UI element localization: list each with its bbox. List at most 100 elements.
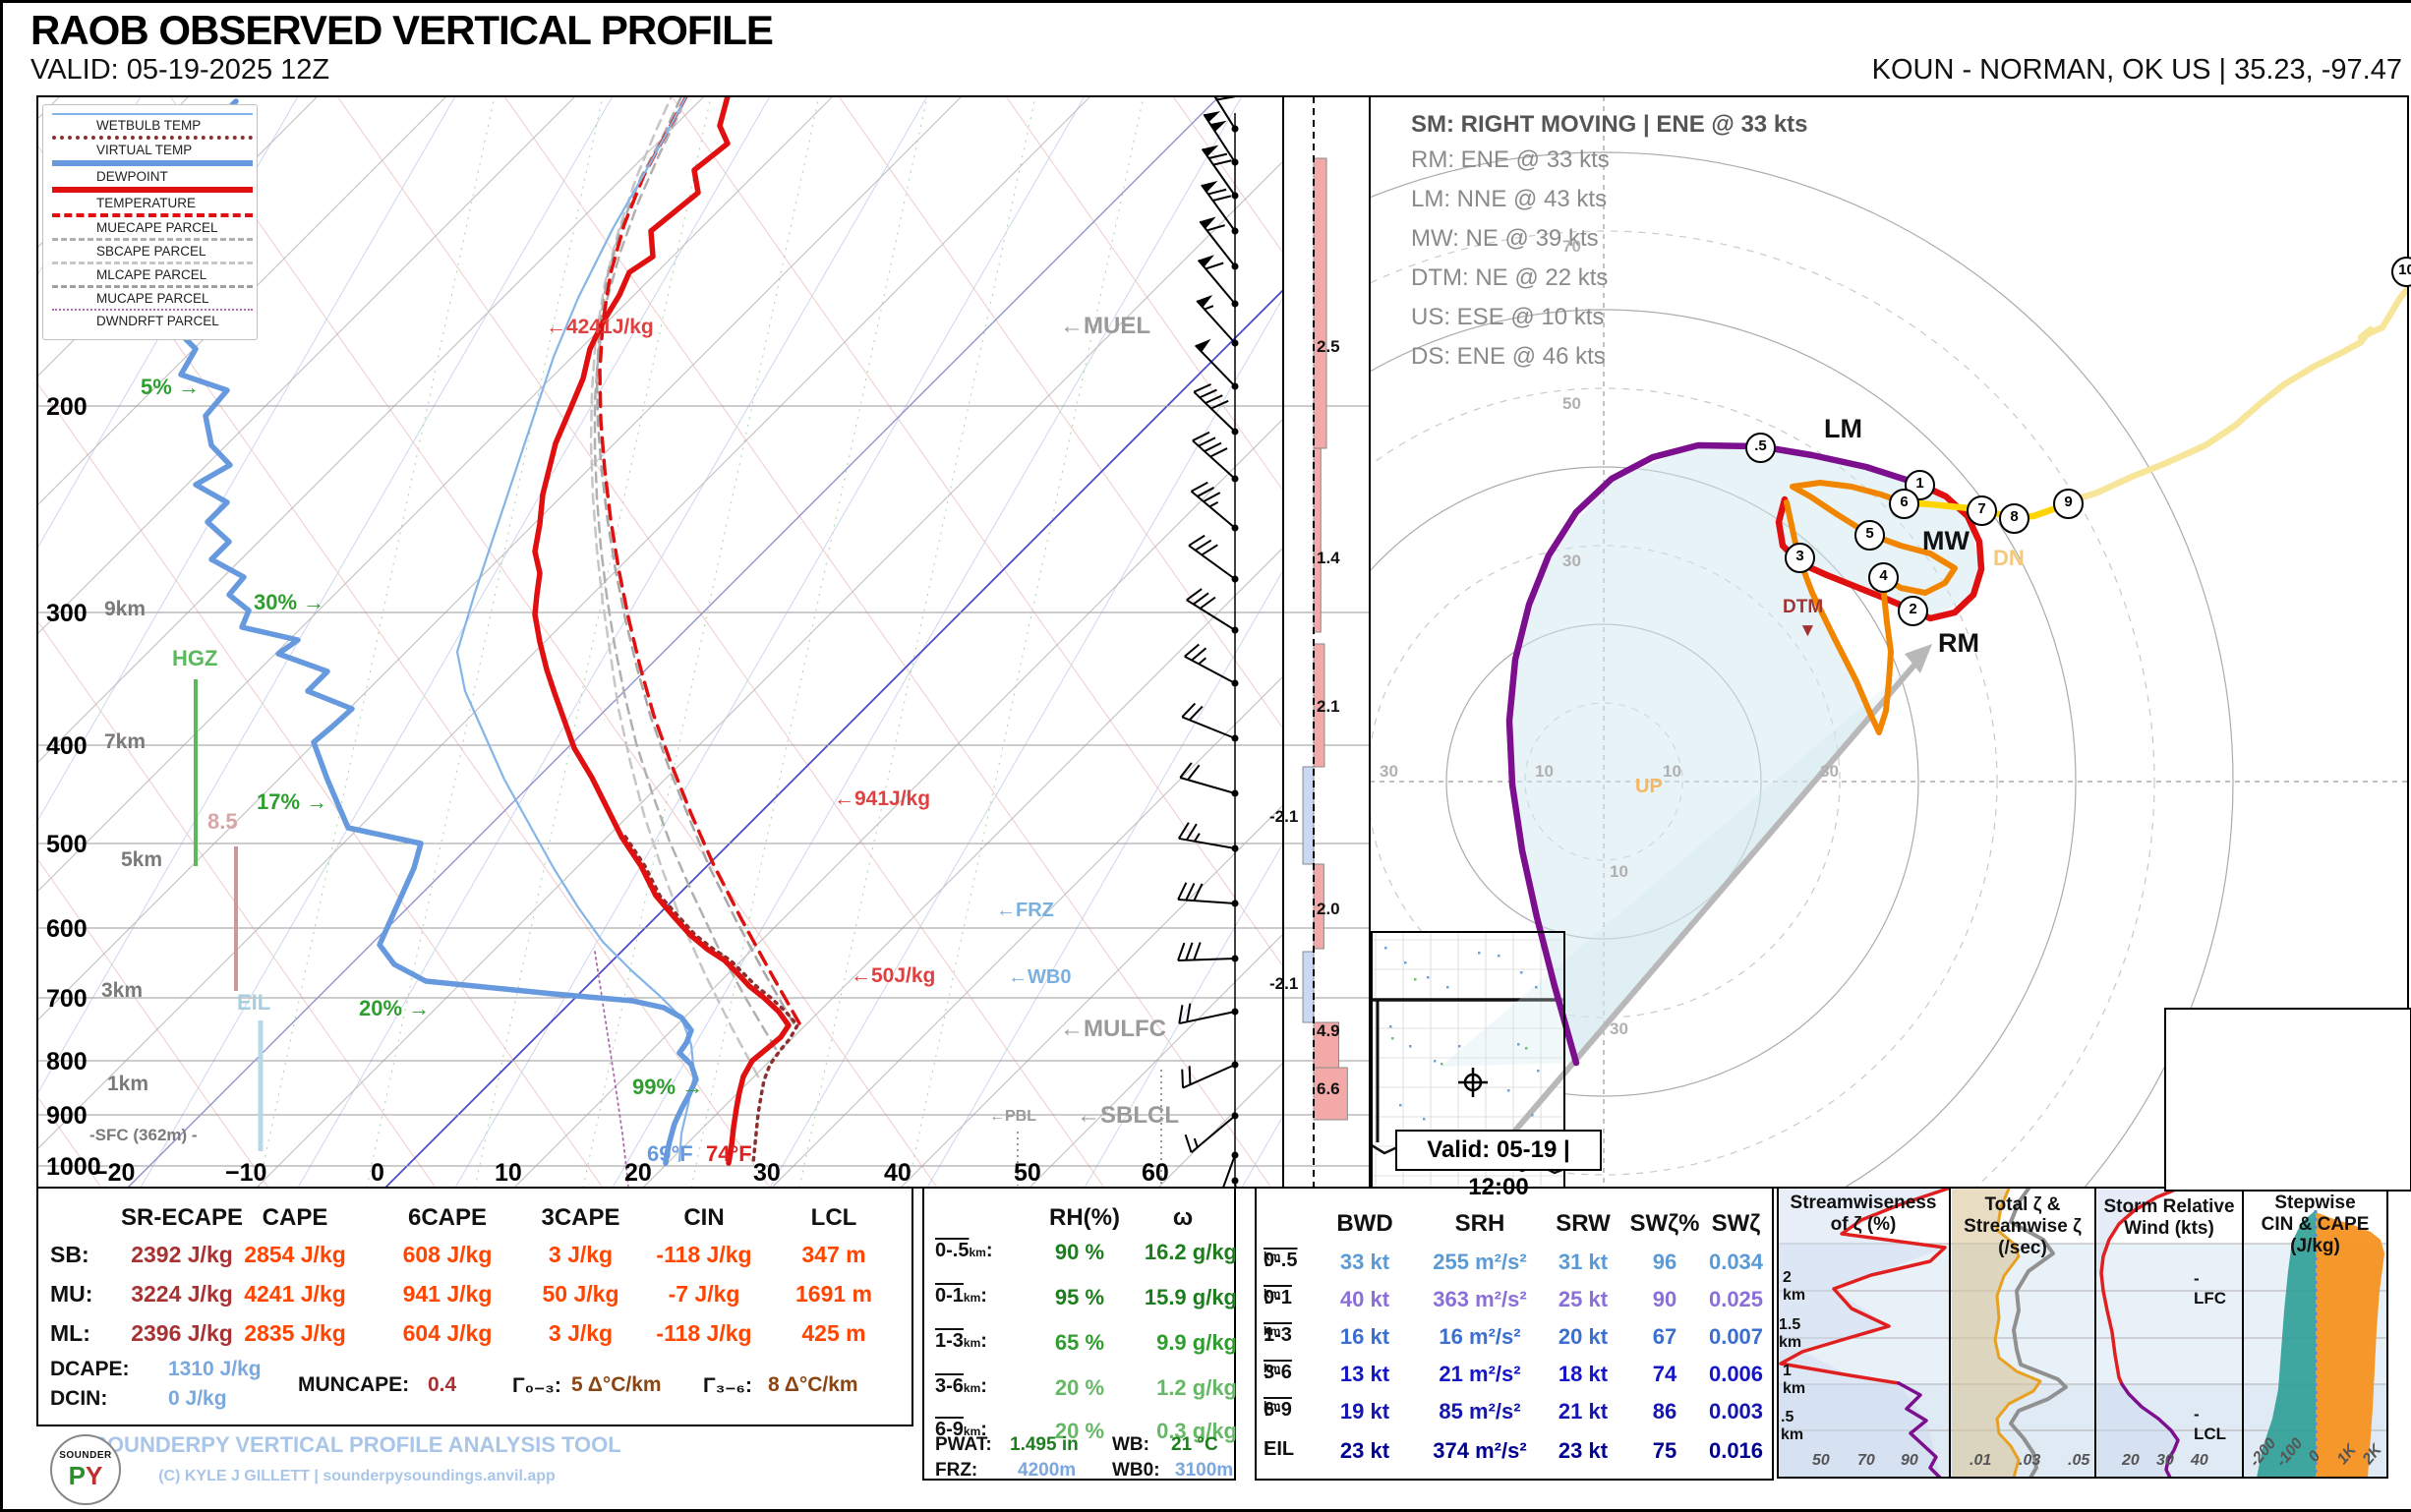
minichart-tick-label: 20 (2122, 1452, 2140, 1469)
storm-motion-line: US: ESE @ 10 kts (1411, 304, 1605, 330)
hodo-height-marker: 8 (1999, 503, 2029, 534)
legend-item-label: DEWPOINT (96, 169, 168, 184)
kinematics-header: SRH (1454, 1210, 1505, 1237)
minichart-title-line: Streamwiseness (1790, 1192, 1937, 1213)
skewt-annotation: 5% → (141, 375, 200, 399)
moisture-row-label: 3-6km: (935, 1375, 987, 1397)
hodo-ring-label: 50 (1562, 394, 1581, 413)
height-label: 7km (104, 730, 147, 753)
legend-item: MUCAPE PARCEL (52, 285, 253, 309)
thermo-header: LCL (810, 1204, 857, 1231)
pressure-label: 1000 (46, 1153, 101, 1181)
thermo-row-label: MU: (50, 1281, 93, 1307)
rh-value: 95 % (1054, 1285, 1105, 1309)
map-valid-box: Valid: 05-19 | 12:00 (1395, 1130, 1602, 1200)
storm-motion-line: SM: RIGHT MOVING | ENE @ 33 kts (1411, 111, 1808, 138)
legend-item-label: MLCAPE PARCEL (96, 267, 207, 282)
minichart-title-line: of ζ (%) (1830, 1214, 1897, 1235)
rh-value: 20 % (1054, 1375, 1105, 1400)
temp-tick-label: 40 (884, 1159, 911, 1187)
thermo-header: CAPE (262, 1204, 328, 1231)
hodo-height-marker: 4 (1868, 562, 1899, 593)
moisture-row-label: 1-3km: (935, 1330, 987, 1352)
hodo-height-marker: .5 (1745, 433, 1776, 463)
omega-bar-label: -2.1 (1269, 974, 1299, 993)
hodo-ring-label: 30 (1380, 762, 1398, 781)
skewt-annotation: 8.5 (207, 809, 238, 834)
minichart-tick-label: 30 (2156, 1452, 2174, 1469)
omega-bar-label: 1.4 (1317, 549, 1340, 567)
pressure-label: 400 (46, 732, 88, 760)
scene-canvas (36, 95, 2409, 1481)
mixing-ratio-value: 15.9 g/kg (1144, 1285, 1237, 1309)
skewt-annotation: ←FRZ (996, 900, 1054, 921)
frz-value: 4200m (1018, 1460, 1077, 1481)
skewt-annotation: ←WB0 (1008, 966, 1072, 988)
skewt-annotation: ←MULFC (1060, 1016, 1166, 1042)
temp-tick-label: 60 (1142, 1159, 1169, 1187)
legend-item: DWNDRFT PARCEL (52, 309, 253, 331)
omega-bar-label: 2.5 (1317, 337, 1340, 356)
thermo-header: 3CAPE (541, 1204, 620, 1231)
minichart-tick-label: .01 (1970, 1452, 1992, 1469)
temp-tick-label: −10 (225, 1159, 267, 1187)
valid-time: VALID: 05-19-2025 12Z (30, 54, 330, 86)
storm-motion-line: LM: NNE @ 43 kts (1411, 186, 1608, 212)
minichart-title-line: Total ζ & (1984, 1194, 2061, 1215)
temp-tick-label: 10 (495, 1159, 522, 1187)
muncape-label: MUNCAPE: (298, 1373, 410, 1396)
hodo-height-marker: 2 (1898, 596, 1928, 626)
minichart-title-line: CIN & CAPE (2261, 1214, 2370, 1235)
hodo-ring-label: 10 (1663, 762, 1681, 781)
legend-item: MUECAPE PARCEL (52, 213, 253, 238)
legend-item-label: MUCAPE PARCEL (96, 291, 209, 306)
thermo-header: SR-ECAPE (120, 1204, 244, 1231)
pressure-label: 200 (46, 393, 88, 421)
lapse-0-3-label: Γ₀₋₃: (512, 1374, 561, 1397)
minichart-tick-label: 90 (1901, 1452, 1918, 1469)
dcape-label: DCAPE: (50, 1358, 130, 1380)
skewt-annotation: 99% → (632, 1075, 704, 1099)
minichart-tick-label: 70 (1857, 1452, 1875, 1469)
rh-value: 90 % (1054, 1240, 1105, 1264)
wb-value: 21 °C (1171, 1434, 1218, 1455)
wb0-label: WB0: (1112, 1460, 1160, 1481)
minichart-level-label: -LFC (2194, 1269, 2227, 1308)
pressure-label: 500 (46, 831, 88, 858)
storm-motion-line: RM: ENE @ 33 kts (1411, 146, 1610, 173)
skewt-annotation: 74°F (706, 1141, 752, 1166)
wb0-value: 3100m (1175, 1460, 1234, 1481)
height-label: 5km (121, 848, 163, 871)
thermo-row-label: ML: (50, 1320, 90, 1346)
legend-item: VIRTUAL TEMP (52, 136, 253, 160)
pressure-label: 600 (46, 915, 88, 943)
pressure-label: 300 (46, 600, 88, 627)
temp-tick-label: 30 (753, 1159, 781, 1187)
minichart-title-line: Storm Relative (2103, 1196, 2235, 1217)
minichart-km-label: .5 km (1781, 1409, 1804, 1443)
srh-scp-box (2164, 1008, 2411, 1192)
omega-bar-label: 6.6 (1317, 1079, 1340, 1098)
lapse-3-6-value: 8 Δ°C/km (768, 1373, 858, 1396)
kinematics-header: BWD (1336, 1210, 1393, 1237)
dcin-value: 0 J/kg (168, 1387, 227, 1410)
minichart-title-line: (J/kg) (2290, 1236, 2340, 1256)
wb-label: WB: (1112, 1434, 1149, 1455)
hodo-height-marker: 5 (1854, 520, 1885, 551)
hodo-label: DN (1993, 546, 2025, 570)
temp-tick-label: 50 (1014, 1159, 1041, 1187)
thermo-row-label: SB: (50, 1242, 89, 1267)
logo-letter-p: P (68, 1461, 86, 1490)
minichart-title-line: Wind (kts) (2124, 1218, 2214, 1239)
dcape-value: 1310 J/kg (168, 1358, 262, 1380)
legend-item-label: SBCAPE PARCEL (96, 244, 206, 259)
legend-item: DEWPOINT (52, 160, 253, 187)
omega-bar-label: 2.1 (1317, 697, 1340, 716)
credit-line-1: SOUNDERPY VERTICAL PROFILE ANALYSIS TOOL (92, 1432, 621, 1457)
pressure-label: 900 (46, 1102, 88, 1130)
hodo-ring-label: 30 (1562, 552, 1581, 570)
hodo-label: UP (1635, 776, 1663, 797)
hodo-label: RM (1938, 628, 1979, 658)
kinematics-header: SWζ (1711, 1210, 1761, 1237)
hodo-label: MW (1922, 526, 1970, 555)
